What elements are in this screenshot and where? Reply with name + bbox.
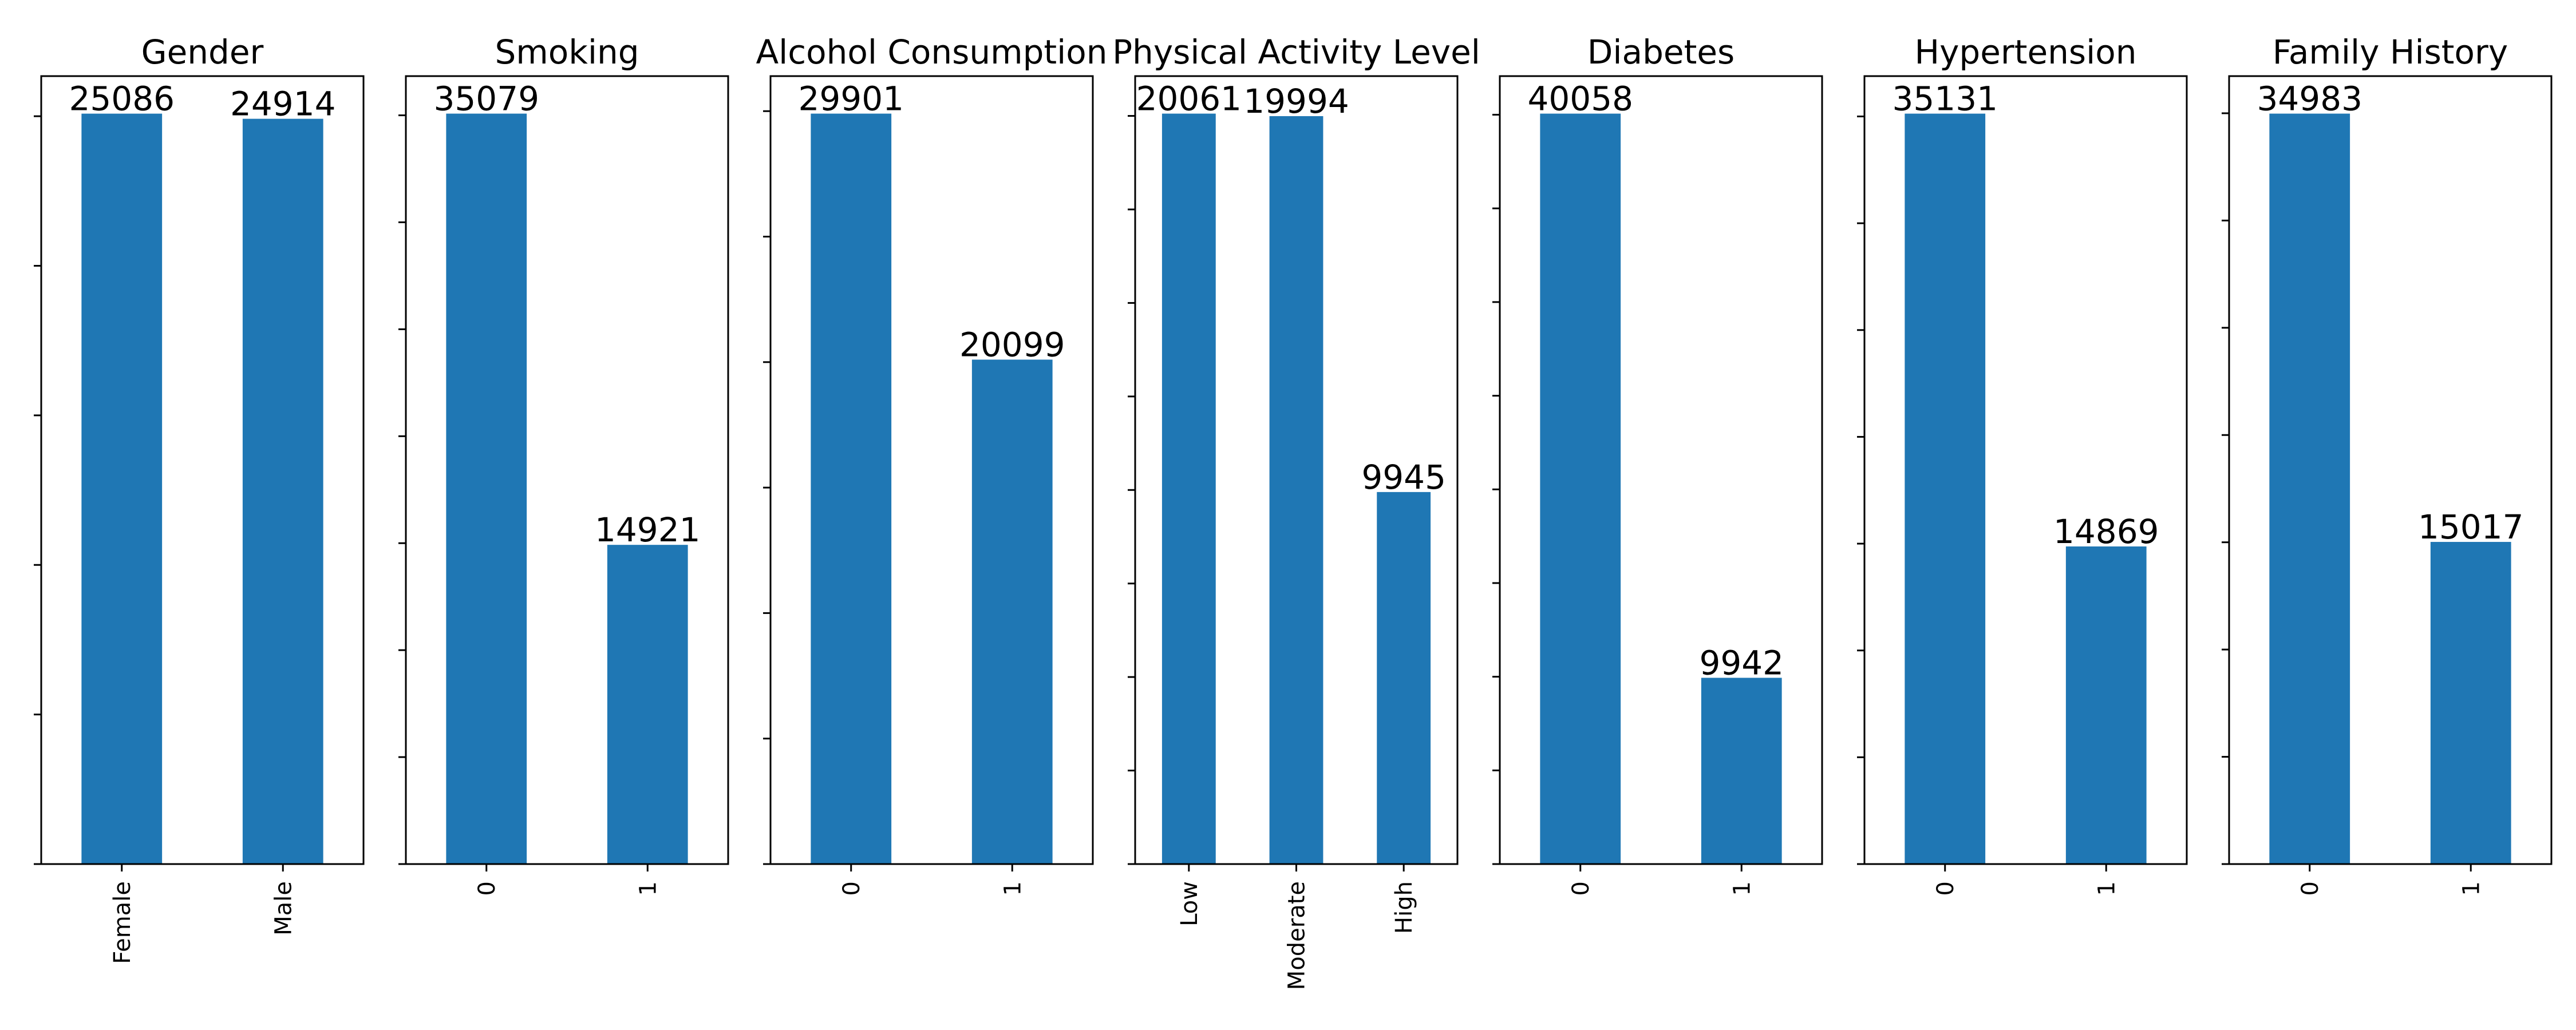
- bar-value-label: 40058: [1527, 80, 1633, 118]
- bar: [971, 359, 1053, 864]
- axes-frame: [1499, 75, 1823, 865]
- bar-value-label: 20099: [959, 325, 1065, 364]
- chart-title: Diabetes: [1587, 33, 1735, 72]
- chart-panel: 40058 0 9942 1 Diabetes: [1492, 33, 1823, 896]
- bar: [1269, 116, 1323, 865]
- axes-frame: [769, 75, 1094, 865]
- bar: [1540, 113, 1621, 864]
- x-tick-label: 1: [999, 881, 1026, 896]
- chart-title: Family History: [2273, 33, 2508, 72]
- x-tick-label: 0: [2297, 881, 2324, 896]
- bar: [446, 113, 527, 864]
- bar-value-label: 15017: [2418, 508, 2524, 546]
- bar-value-label: 29901: [798, 80, 904, 118]
- chart-title: Hypertension: [1914, 33, 2136, 72]
- x-tick-label: 0: [1933, 881, 1959, 896]
- bar: [607, 545, 688, 864]
- bar: [1377, 492, 1431, 864]
- axes-frame: [40, 75, 365, 865]
- bar-value-label: 35079: [433, 80, 539, 118]
- axes-frame: [2228, 75, 2553, 865]
- bar-value-label: 14921: [595, 510, 701, 549]
- chart-title: Smoking: [495, 33, 639, 72]
- bar: [1161, 113, 1216, 864]
- axes-frame: [405, 75, 729, 865]
- x-tick-label: Moderate: [1284, 881, 1310, 990]
- bar-value-label: 14869: [2053, 512, 2159, 551]
- bar: [81, 113, 163, 864]
- x-tick-label: Female: [109, 881, 136, 964]
- bar: [2269, 113, 2350, 865]
- bar-value-label: 20061: [1136, 80, 1242, 118]
- chart-panel: 35079 0 14921 1 Smoking: [398, 33, 729, 896]
- bar: [2430, 542, 2511, 864]
- x-tick-label: High: [1391, 881, 1417, 934]
- bar-value-label: 24914: [230, 85, 336, 124]
- bar: [242, 118, 323, 864]
- chart-panel: 29901 0 20099 1 Alcohol Consumption: [756, 33, 1107, 896]
- bar: [811, 113, 892, 864]
- bar: [2065, 546, 2147, 864]
- bar-value-label: 9945: [1361, 458, 1446, 497]
- bar-value-label: 35131: [1892, 80, 1998, 118]
- bar: [1905, 113, 1986, 865]
- bar-value-label: 19994: [1243, 82, 1349, 121]
- chart-panel: 25086 Female 24914 Male Gender: [34, 33, 365, 964]
- chart-title: Gender: [141, 33, 264, 72]
- bar-value-label: 9942: [1699, 644, 1784, 683]
- bar-value-label: 34983: [2257, 80, 2362, 118]
- chart-title: Physical Activity Level: [1112, 33, 1480, 72]
- x-tick-label: 1: [2093, 881, 2120, 896]
- x-tick-label: Low: [1176, 881, 1203, 926]
- bar: [1701, 678, 1782, 864]
- chart-panel: 20061 Low 19994 Moderate 9945 High Physical Ac…: [1112, 33, 1480, 990]
- chart-title: Alcohol Consumption: [756, 33, 1107, 72]
- axes-frame: [1863, 75, 2188, 865]
- chart-panel: 34983 0 15017 1 Family History: [2222, 33, 2553, 896]
- x-tick-label: 1: [2458, 881, 2484, 896]
- x-tick-label: 0: [1568, 881, 1594, 896]
- x-tick-label: 0: [839, 881, 865, 896]
- chart-panel: 35131 0 14869 1 Hypertension: [1857, 33, 2188, 896]
- x-tick-label: 0: [474, 881, 500, 896]
- x-tick-label: 1: [635, 881, 661, 896]
- x-tick-label: 1: [1729, 881, 1755, 896]
- x-tick-label: Male: [270, 881, 297, 936]
- axes-frame: [1134, 75, 1459, 865]
- bar-value-label: 25086: [69, 80, 175, 118]
